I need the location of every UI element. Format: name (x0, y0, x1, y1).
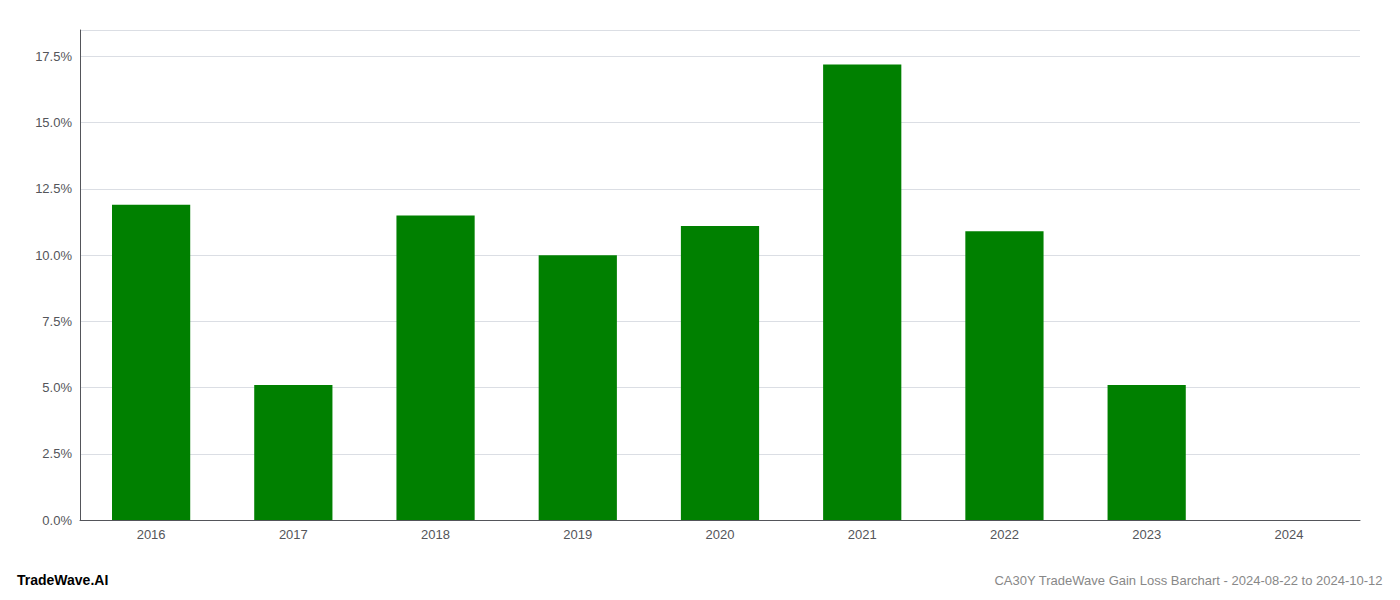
svg-text:2020: 2020 (706, 527, 735, 542)
svg-text:15.0%: 15.0% (35, 115, 72, 130)
svg-text:TradeWave.AI: TradeWave.AI (17, 572, 108, 588)
svg-text:2023: 2023 (1132, 527, 1161, 542)
svg-text:2017: 2017 (279, 527, 308, 542)
svg-text:CA30Y TradeWave Gain Loss Barc: CA30Y TradeWave Gain Loss Barchart - 202… (994, 573, 1382, 588)
svg-text:5.0%: 5.0% (42, 380, 72, 395)
svg-text:0.0%: 0.0% (42, 513, 72, 528)
svg-text:2022: 2022 (990, 527, 1019, 542)
svg-text:7.5%: 7.5% (42, 314, 72, 329)
svg-text:2021: 2021 (848, 527, 877, 542)
svg-text:10.0%: 10.0% (35, 248, 72, 263)
svg-text:12.5%: 12.5% (35, 181, 72, 196)
svg-text:2024: 2024 (1274, 527, 1303, 542)
svg-text:2016: 2016 (137, 527, 166, 542)
svg-text:2.5%: 2.5% (42, 446, 72, 461)
svg-text:17.5%: 17.5% (35, 49, 72, 64)
svg-text:2018: 2018 (421, 527, 450, 542)
svg-text:2019: 2019 (563, 527, 592, 542)
